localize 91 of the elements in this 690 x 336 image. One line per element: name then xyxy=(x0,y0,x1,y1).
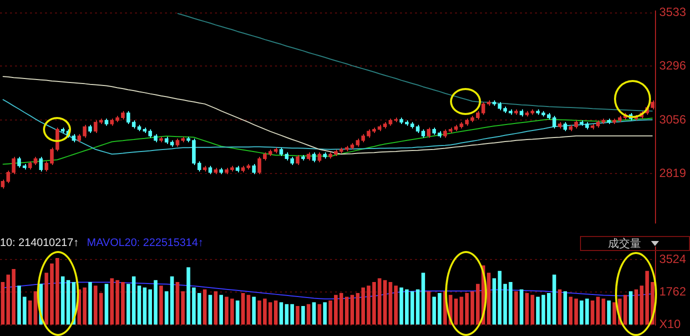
bar xyxy=(536,296,540,325)
bar xyxy=(498,270,502,325)
bar xyxy=(126,284,130,325)
y-tick-label: 3524 xyxy=(659,252,686,266)
bar xyxy=(132,276,136,325)
annotation: MAVOL20: 222515314↑ xyxy=(86,237,204,249)
bar xyxy=(214,291,218,325)
bar xyxy=(121,282,125,325)
bar xyxy=(290,304,294,325)
bar xyxy=(623,294,628,325)
bar xyxy=(426,291,431,325)
bar xyxy=(66,280,70,325)
bar xyxy=(192,288,196,325)
bar xyxy=(296,306,300,325)
bar xyxy=(350,294,354,325)
bar xyxy=(470,291,474,325)
bar xyxy=(224,296,228,325)
bar xyxy=(339,293,344,325)
bar xyxy=(421,272,426,325)
bar xyxy=(268,302,272,325)
bar xyxy=(563,291,568,325)
bar xyxy=(323,302,327,325)
bar xyxy=(306,304,310,325)
bar xyxy=(142,288,147,325)
bar xyxy=(318,304,322,325)
bar xyxy=(312,302,316,325)
y-tick-label: X10 xyxy=(659,317,681,332)
bar xyxy=(104,284,108,325)
bar xyxy=(607,300,611,325)
bar xyxy=(634,289,638,325)
bar xyxy=(274,300,278,325)
bar xyxy=(476,284,480,325)
bar xyxy=(344,296,349,325)
bar xyxy=(416,289,420,325)
bar xyxy=(159,286,163,325)
bar xyxy=(186,267,190,325)
bar xyxy=(279,302,284,325)
bar xyxy=(558,289,562,325)
bar xyxy=(574,298,578,325)
bar xyxy=(492,278,496,325)
y-tick-label: 3056 xyxy=(659,112,686,126)
bar xyxy=(612,302,616,325)
bar xyxy=(208,294,212,325)
bar xyxy=(284,304,289,325)
annotation: 成交量 xyxy=(608,236,641,251)
bar xyxy=(88,282,92,325)
bar xyxy=(514,291,518,325)
bar xyxy=(6,274,10,325)
bar xyxy=(438,293,442,325)
bar xyxy=(508,282,512,325)
bar xyxy=(60,276,65,325)
bar xyxy=(154,280,158,325)
bar xyxy=(328,300,332,325)
bar xyxy=(202,289,207,325)
y-tick-label: 2819 xyxy=(659,166,686,180)
bar xyxy=(82,288,86,325)
bar xyxy=(542,294,546,325)
bar xyxy=(432,296,436,325)
bar xyxy=(219,294,223,325)
bar xyxy=(230,298,234,325)
bar xyxy=(568,296,572,325)
bar xyxy=(258,300,262,325)
bar xyxy=(546,293,551,325)
bar xyxy=(50,264,54,325)
bar xyxy=(252,296,256,325)
bar xyxy=(148,289,152,325)
bar xyxy=(197,293,202,325)
bar xyxy=(236,300,240,325)
bar xyxy=(356,293,360,325)
bar xyxy=(400,288,404,325)
bar xyxy=(520,289,524,325)
y-tick-label: 1762 xyxy=(659,284,686,299)
bar xyxy=(263,298,267,325)
bar xyxy=(334,294,338,325)
bar xyxy=(628,291,633,325)
bar xyxy=(361,288,365,325)
bar xyxy=(12,269,16,325)
bar xyxy=(640,286,644,325)
bar xyxy=(301,306,305,325)
bar xyxy=(44,272,48,325)
bar xyxy=(0,282,5,325)
bar xyxy=(410,291,414,325)
annotation: 10: 214010217↑ xyxy=(0,237,79,249)
bar xyxy=(552,274,556,325)
y-tick-label: 3533 xyxy=(659,5,686,20)
bar xyxy=(56,258,60,325)
bar xyxy=(486,272,491,325)
y-tick-label: 3296 xyxy=(659,58,686,72)
bar xyxy=(137,286,142,325)
bar xyxy=(405,289,409,325)
bar xyxy=(503,284,507,325)
